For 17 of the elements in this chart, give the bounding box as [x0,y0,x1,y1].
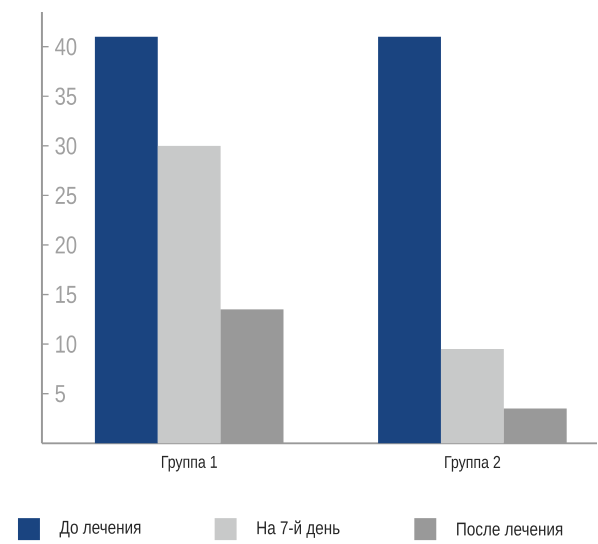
x-tick-label: Группа 2 [445,456,500,472]
x-tick-label: Группа 1 [162,456,217,472]
y-tick-label: 35 [55,87,76,105]
bar [378,36,441,444]
y-tick-label: 10 [56,335,76,353]
y-tick-label: 40 [55,38,76,56]
y-tick-label: 15 [56,286,76,304]
y-tick-label: 20 [56,236,76,254]
legend-label: До лечения [60,520,140,538]
legend-label: После лечения [457,522,562,536]
bar [94,36,158,444]
y-tick-label: 30 [55,137,76,155]
y-tick-label: 5 [55,385,65,402]
y-tick-label: 25 [56,186,76,204]
bar [158,146,221,444]
bar [440,349,504,444]
legend-label: На 7-й день [257,520,340,538]
